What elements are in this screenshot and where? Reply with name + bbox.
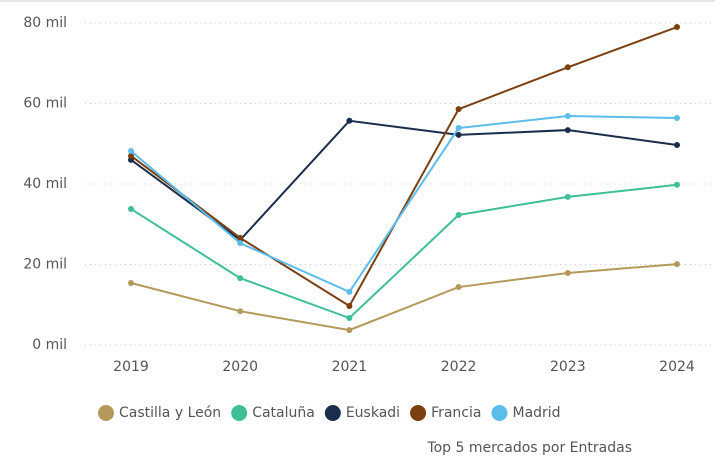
legend-label: Francia [431, 405, 481, 421]
legend-marker [231, 405, 248, 421]
x-tick-label: 2021 [332, 359, 368, 375]
data-point [346, 302, 353, 309]
data-point [237, 240, 244, 247]
data-point [455, 284, 462, 291]
legend-label: Cataluña [252, 405, 315, 421]
series-line [130, 119, 678, 242]
data-point [564, 112, 571, 119]
x-tick-label: 2024 [659, 359, 695, 375]
data-point [674, 114, 680, 121]
x-tick-label: 2019 [113, 359, 149, 375]
data-point [455, 131, 462, 138]
data-point [128, 152, 134, 159]
data-point [237, 234, 244, 241]
data-point [564, 269, 571, 276]
legend-marker [98, 405, 114, 421]
data-point [346, 288, 353, 295]
legend-label: Castilla y León [119, 405, 221, 421]
legend-label: Euskadi [346, 405, 400, 421]
data-point [128, 280, 134, 287]
data-point [564, 193, 571, 200]
x-axis-title: Top 5 mercados por Entradas [426, 440, 632, 456]
data-point [455, 106, 462, 113]
legend-marker [410, 405, 427, 421]
data-point [346, 327, 353, 334]
data-point [455, 211, 462, 218]
y-tick-label: 20 mil [23, 257, 67, 273]
data-point [674, 141, 680, 148]
series-line [130, 114, 678, 294]
legend-marker [491, 405, 508, 421]
data-point [346, 315, 353, 322]
x-tick-label: 2020 [222, 359, 258, 375]
data-point [674, 261, 680, 268]
series-line [130, 263, 678, 332]
data-point [128, 147, 134, 154]
series-line [130, 26, 678, 308]
y-tick-label: 80 mil [23, 15, 67, 31]
data-point [564, 127, 571, 134]
legend-marker [324, 405, 341, 421]
series-line [130, 183, 678, 320]
x-tick-label: 2023 [550, 359, 586, 375]
data-point [674, 24, 680, 31]
data-point [674, 181, 680, 188]
data-point [237, 275, 244, 282]
data-point [346, 117, 353, 124]
data-point [455, 125, 462, 132]
y-tick-label: 0 mil [32, 337, 67, 353]
data-point [128, 205, 134, 212]
data-point [564, 64, 571, 71]
x-tick-label: 2022 [441, 359, 477, 375]
y-tick-label: 40 mil [23, 176, 67, 192]
legend-label: Madrid [512, 405, 560, 421]
y-tick-label: 60 mil [23, 96, 67, 112]
data-point [237, 308, 244, 315]
